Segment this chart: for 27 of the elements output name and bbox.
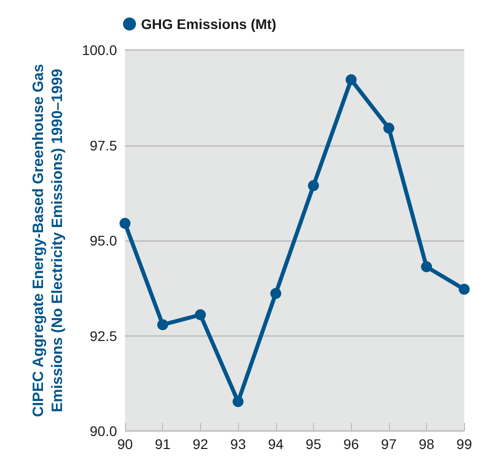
- point: [157, 319, 168, 330]
- point: [346, 74, 357, 86]
- point: [421, 261, 432, 272]
- y-tick-label: 92.5: [90, 328, 118, 344]
- x-tick-label: 98: [418, 436, 435, 452]
- point: [458, 284, 470, 295]
- x-tick-label: 95: [306, 436, 322, 452]
- point: [232, 396, 244, 408]
- point: [270, 288, 282, 299]
- y-tick-label: 100.0: [82, 42, 118, 58]
- x-tick-label: 99: [456, 436, 472, 452]
- legend-label: GHG Emissions (Mt): [141, 16, 276, 32]
- point: [120, 218, 130, 229]
- x-tick-label: 97: [381, 436, 397, 452]
- x-tick-label: 93: [230, 436, 246, 452]
- point: [194, 309, 206, 320]
- y-tick-label: 95.0: [90, 232, 118, 248]
- y-axis-title: CIPEC Aggregate Energy-Based Greenhouse Gas Emissions (No Electricity Emissions) 1990–1999: [30, 64, 66, 417]
- x-tick-label: 94: [268, 436, 284, 452]
- x-tick-label: 92: [192, 436, 208, 452]
- y-tick-label: 90.0: [90, 423, 118, 439]
- x-tick-label: 91: [154, 436, 171, 452]
- y-tick-label: 97.5: [90, 137, 118, 154]
- point: [383, 122, 394, 134]
- point: [308, 180, 319, 192]
- x-tick-label: 96: [343, 436, 360, 452]
- x-tick-label: 90: [117, 436, 133, 452]
